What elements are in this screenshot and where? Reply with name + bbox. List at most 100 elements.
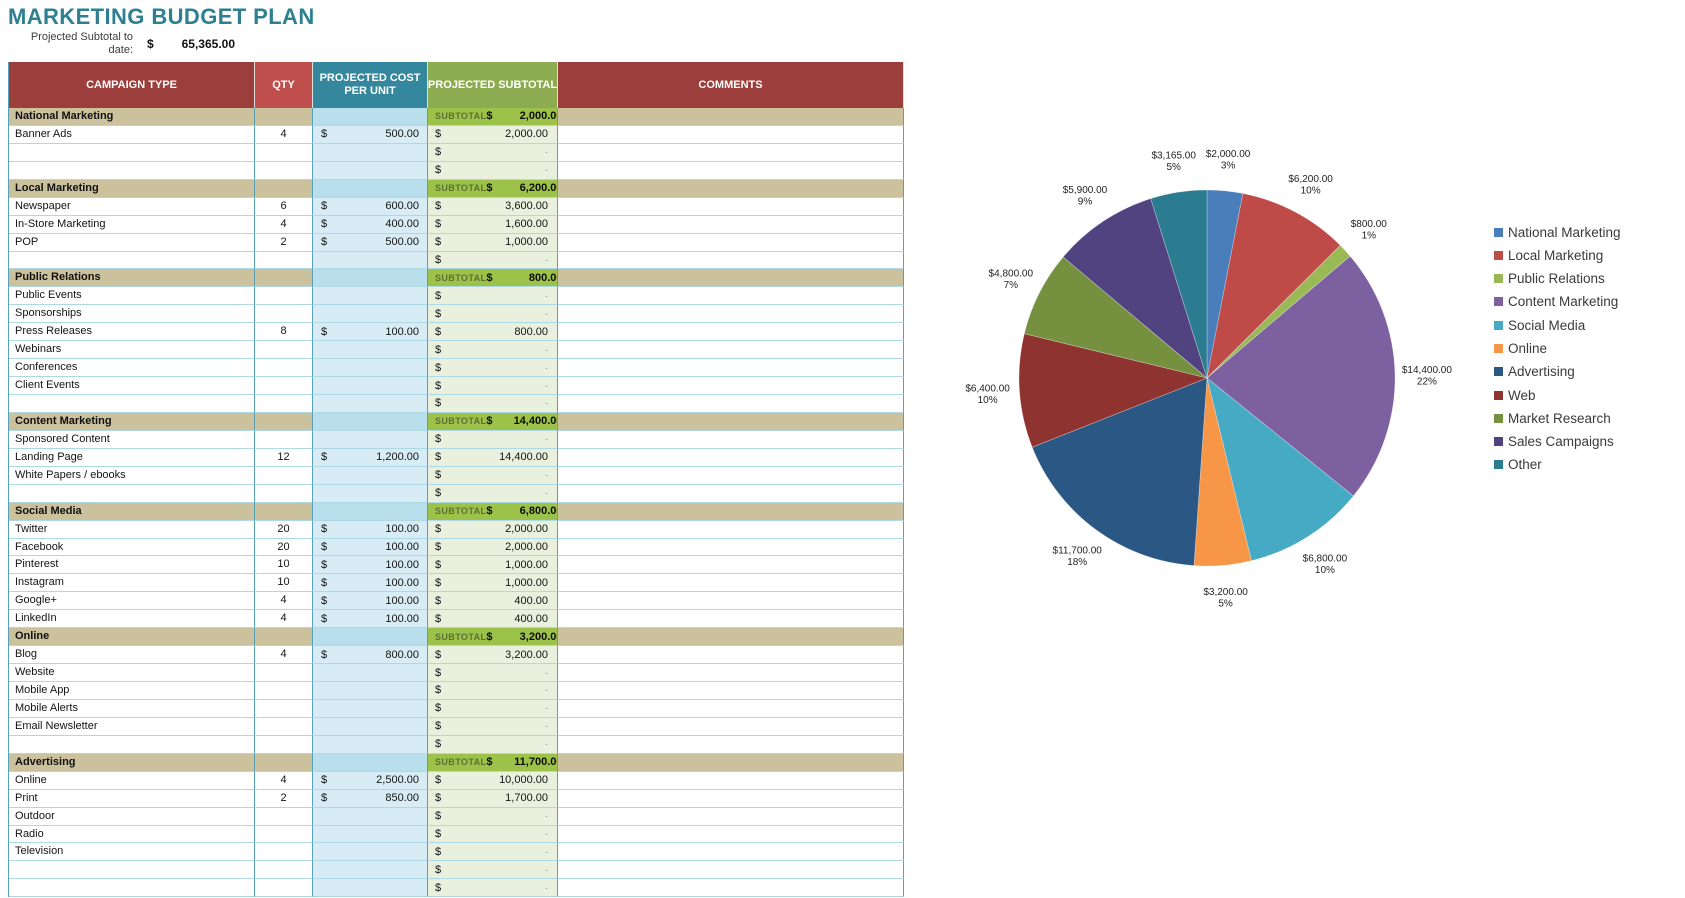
cost-cell[interactable] <box>313 717 428 736</box>
cost-cell[interactable] <box>313 143 428 162</box>
campaign-cell[interactable] <box>9 161 255 180</box>
comments-cell[interactable] <box>558 879 904 898</box>
qty-cell[interactable] <box>255 251 313 270</box>
campaign-cell[interactable]: Online <box>9 771 255 790</box>
comments-cell[interactable] <box>558 377 904 395</box>
cost-cell[interactable] <box>313 412 428 431</box>
qty-cell[interactable]: 4 <box>255 610 313 629</box>
pie-slice[interactable] <box>1018 333 1208 448</box>
cost-cell[interactable]: $800.00 <box>313 646 428 665</box>
comments-cell[interactable] <box>558 395 904 413</box>
cost-cell[interactable] <box>313 879 428 898</box>
comments-cell[interactable] <box>558 843 904 862</box>
qty-cell[interactable] <box>255 843 313 862</box>
comments-cell[interactable] <box>558 143 904 162</box>
subtotal-cell[interactable]: $1,700.00 <box>428 789 558 808</box>
qty-cell[interactable] <box>255 179 313 198</box>
column-header-campaign-type[interactable]: CAMPAIGN TYPE <box>9 62 255 108</box>
subtotal-cell[interactable]: $1,000.00 <box>428 233 558 252</box>
comments-cell[interactable] <box>558 179 904 198</box>
subtotal-cell[interactable]: $ - <box>428 807 558 826</box>
qty-cell[interactable] <box>255 359 313 378</box>
column-header-qty[interactable]: QTY <box>255 62 313 108</box>
qty-cell[interactable]: 8 <box>255 323 313 342</box>
subtotal-cell[interactable]: $ - <box>428 843 558 862</box>
subtotal-cell[interactable]: $ - <box>428 143 558 162</box>
pie-slice[interactable] <box>1150 189 1208 379</box>
qty-cell[interactable]: 20 <box>255 520 313 539</box>
pie-slice[interactable] <box>1206 189 1244 379</box>
comments-cell[interactable] <box>558 556 904 575</box>
subtotal-cell[interactable]: $ - <box>428 664 558 682</box>
comments-cell[interactable] <box>558 197 904 216</box>
comments-cell[interactable] <box>558 108 904 126</box>
qty-cell[interactable] <box>255 484 313 503</box>
subtotal-cell[interactable]: $ - <box>428 395 558 413</box>
pie-slice[interactable] <box>1023 256 1208 379</box>
cost-cell[interactable] <box>313 108 428 126</box>
cost-cell[interactable]: $100.00 <box>313 538 428 557</box>
cost-cell[interactable] <box>313 287 428 306</box>
campaign-cell[interactable]: Email Newsletter <box>9 717 255 736</box>
section-title-cell[interactable]: Local Marketing <box>9 179 255 198</box>
cost-cell[interactable] <box>313 430 428 449</box>
subtotal-cell[interactable]: $400.00 <box>428 592 558 611</box>
comments-cell[interactable] <box>558 861 904 880</box>
cost-cell[interactable]: $1,200.00 <box>313 448 428 467</box>
cost-cell[interactable] <box>313 341 428 360</box>
comments-cell[interactable] <box>558 125 904 144</box>
campaign-cell[interactable]: Banner Ads <box>9 125 255 144</box>
subtotal-cell[interactable]: $ - <box>428 879 558 898</box>
comments-cell[interactable] <box>558 610 904 629</box>
qty-cell[interactable]: 12 <box>255 448 313 467</box>
campaign-cell[interactable]: POP <box>9 233 255 252</box>
comments-cell[interactable] <box>558 412 904 431</box>
qty-cell[interactable] <box>255 879 313 898</box>
cost-cell[interactable] <box>313 861 428 880</box>
campaign-cell[interactable]: Webinars <box>9 341 255 360</box>
qty-cell[interactable]: 2 <box>255 233 313 252</box>
campaign-cell[interactable]: White Papers / ebooks <box>9 466 255 485</box>
subtotal-cell[interactable]: $ - <box>428 377 558 395</box>
section-title-cell[interactable]: Advertising <box>9 753 255 772</box>
comments-cell[interactable] <box>558 448 904 467</box>
cost-cell[interactable] <box>313 735 428 754</box>
campaign-cell[interactable]: Print <box>9 789 255 808</box>
campaign-cell[interactable]: Sponsored Content <box>9 430 255 449</box>
subtotal-cell[interactable]: $ - <box>428 430 558 449</box>
subtotal-cell[interactable]: $14,400.00 <box>428 448 558 467</box>
comments-cell[interactable] <box>558 682 904 700</box>
comments-cell[interactable] <box>558 323 904 342</box>
campaign-cell[interactable]: Website <box>9 664 255 682</box>
cost-cell[interactable] <box>313 179 428 198</box>
cost-cell[interactable] <box>313 359 428 378</box>
qty-cell[interactable]: 4 <box>255 215 313 234</box>
section-title-cell[interactable]: National Marketing <box>9 108 255 126</box>
subtotal-cell[interactable]: $ - <box>428 161 558 180</box>
cost-cell[interactable]: $100.00 <box>313 592 428 611</box>
cost-cell[interactable] <box>313 269 428 288</box>
comments-cell[interactable] <box>558 717 904 736</box>
qty-cell[interactable]: 4 <box>255 592 313 611</box>
campaign-cell[interactable]: Client Events <box>9 377 255 395</box>
column-header-projected-cost-per-unit[interactable]: PROJECTED COST PER UNIT <box>313 62 428 108</box>
subtotal-cell[interactable]: $ - <box>428 861 558 880</box>
comments-cell[interactable] <box>558 699 904 718</box>
pie-slice[interactable] <box>1206 193 1341 379</box>
cost-cell[interactable]: $400.00 <box>313 215 428 234</box>
campaign-cell[interactable]: Radio <box>9 825 255 844</box>
campaign-cell[interactable]: LinkedIn <box>9 610 255 629</box>
subtotal-cell[interactable]: $1,000.00 <box>428 574 558 593</box>
section-subtotal-cell[interactable]: SUBTOTAL$6,800.00 <box>428 502 558 521</box>
comments-cell[interactable] <box>558 359 904 378</box>
cost-cell[interactable] <box>313 699 428 718</box>
comments-cell[interactable] <box>558 520 904 539</box>
subtotal-cell[interactable]: $400.00 <box>428 610 558 629</box>
cost-cell[interactable]: $850.00 <box>313 789 428 808</box>
cost-cell[interactable]: $600.00 <box>313 197 428 216</box>
comments-cell[interactable] <box>558 664 904 682</box>
qty-cell[interactable] <box>255 861 313 880</box>
subtotal-cell[interactable]: $ - <box>428 287 558 306</box>
subtotal-cell[interactable]: $ - <box>428 717 558 736</box>
comments-cell[interactable] <box>558 628 904 647</box>
